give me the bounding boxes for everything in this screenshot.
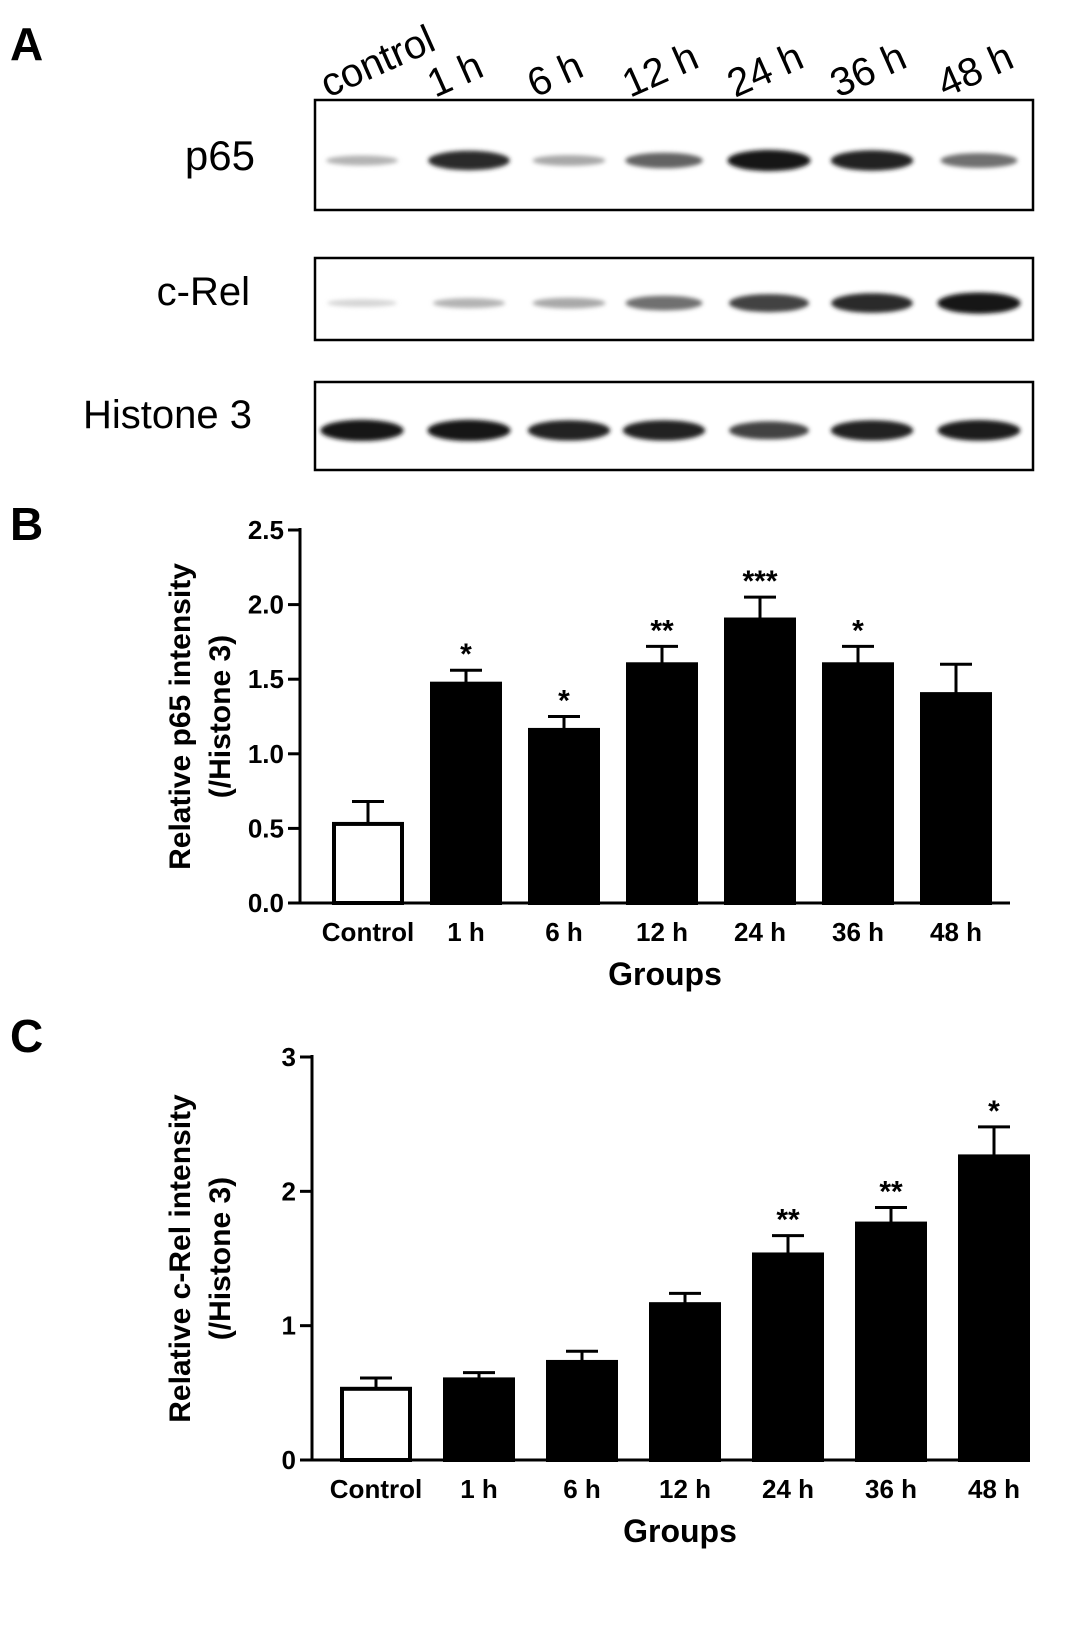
blot-band-36-h <box>830 150 914 171</box>
blot-band-24-h <box>727 149 811 172</box>
chart-p65: 0.0 0.5 1.0 1.5 2.0 2.5 Control * 1 h * 6 h ** 12 h *… <box>164 515 1010 992</box>
x-tick-label-36-h: 36 h <box>865 1474 917 1504</box>
y-axis-title: Relative c-Rel intensity <box>164 1094 197 1423</box>
bar-24-h <box>724 617 796 906</box>
blot-band-48-h <box>937 292 1021 314</box>
panel-letter-c: C <box>10 1010 43 1062</box>
blot-row-p65: p65 <box>185 98 1035 212</box>
blot-lane-label-48-h: 48 h <box>931 34 1020 106</box>
blot-lane-label-36-h: 36 h <box>824 34 913 106</box>
blot-lane-label-12-h: 12 h <box>616 34 705 106</box>
bar-6-h <box>528 727 600 905</box>
y-axis-subtitle: (/Histone 3) <box>204 635 237 798</box>
bar-12-h <box>626 662 698 906</box>
blot-row-label: c-Rel <box>157 270 250 314</box>
bar-36-h <box>855 1221 927 1463</box>
x-tick-label-36-h: 36 h <box>832 917 884 947</box>
x-tick-label-48-h: 48 h <box>968 1474 1020 1504</box>
blot-lane-label-6-h: 6 h <box>521 43 590 106</box>
blot-band-control <box>320 419 404 441</box>
blot-row-label: p65 <box>185 132 255 179</box>
x-tick-label-control: Control <box>322 917 414 947</box>
bar-control <box>340 1386 412 1463</box>
bar-12-h <box>649 1302 721 1462</box>
bar-6-h <box>546 1359 618 1462</box>
chart-c-rel: 0 1 2 3 Control 1 h 6 h 12 h ** 24 h ** 36 h * 48 h Gr… <box>164 1042 1030 1549</box>
blot-band-12-h <box>625 295 703 311</box>
blot-row-histone-3: Histone 3 <box>83 380 1035 472</box>
significance-48-h: * <box>988 1095 1000 1128</box>
blot-band-6-h <box>532 155 606 166</box>
blot-rows: p65 c-Rel Histone 3 <box>83 98 1035 472</box>
x-tick-label-24-h: 24 h <box>762 1474 814 1504</box>
blot-band-24-h <box>729 421 809 440</box>
significance-36-h: * <box>852 614 864 647</box>
significance-24-h: ** <box>776 1204 800 1237</box>
y-tick-label: 1.0 <box>248 739 284 769</box>
blot-band-6-h <box>532 297 606 309</box>
y-tick-label: 2.5 <box>248 515 284 545</box>
x-tick-label-12-h: 12 h <box>659 1474 711 1504</box>
y-tick-label: 2 <box>282 1176 296 1206</box>
blot-band-control <box>327 299 397 307</box>
y-tick-label: 0 <box>282 1445 296 1475</box>
x-tick-label-1-h: 1 h <box>460 1474 498 1504</box>
panel-letter-a: A <box>10 18 43 70</box>
significance-6-h: * <box>558 685 570 718</box>
x-tick-label-6-h: 6 h <box>563 1474 601 1504</box>
x-tick-label-24-h: 24 h <box>734 917 786 947</box>
blot-row-c-rel: c-Rel <box>157 256 1035 342</box>
blot-band-36-h <box>830 420 914 441</box>
y-axis-title: Relative p65 intensity <box>164 563 197 870</box>
significance-36-h: ** <box>879 1175 903 1208</box>
x-tick-label-6-h: 6 h <box>545 917 583 947</box>
bar-36-h <box>822 662 894 906</box>
bar-24-h <box>752 1252 824 1462</box>
blot-band-1-h <box>427 419 511 441</box>
blot-lane-label-24-h: 24 h <box>721 34 810 106</box>
bar-1-h <box>443 1377 515 1463</box>
x-axis-title: Groups <box>623 1513 737 1549</box>
blot-band-48-h <box>937 420 1021 441</box>
bar-control <box>332 821 404 906</box>
significance-1-h: * <box>460 638 472 671</box>
bar-48-h <box>920 692 992 905</box>
blot-band-1-h <box>433 298 505 309</box>
y-tick-label: 2.0 <box>248 590 284 620</box>
y-tick-label: 0.0 <box>248 888 284 918</box>
x-tick-label-48-h: 48 h <box>930 917 982 947</box>
blot-band-48-h <box>940 153 1018 168</box>
bar-1-h <box>430 681 502 906</box>
significance-12-h: ** <box>650 614 674 647</box>
x-tick-label-12-h: 12 h <box>636 917 688 947</box>
x-axis-title: Groups <box>608 956 722 992</box>
blot-lane-label-control: control <box>314 17 442 106</box>
x-tick-label-1-h: 1 h <box>447 917 485 947</box>
y-tick-label: 1 <box>282 1311 296 1341</box>
y-tick-label: 3 <box>282 1042 296 1072</box>
blot-band-12-h <box>622 420 706 441</box>
y-tick-label: 0.5 <box>248 813 284 843</box>
panel-letter-b: B <box>10 498 43 550</box>
blot-row-label: Histone 3 <box>83 393 252 437</box>
blot-band-6-h <box>527 420 611 441</box>
blot-band-12-h <box>625 152 703 169</box>
blot-band-36-h <box>831 293 913 313</box>
x-tick-label-control: Control <box>330 1474 422 1504</box>
blot-band-control <box>326 155 398 166</box>
significance-24-h: *** <box>742 565 777 598</box>
y-axis-subtitle: (/Histone 3) <box>204 1177 237 1340</box>
blot-band-1-h <box>428 150 510 171</box>
blot-band-24-h <box>729 294 809 313</box>
bar-48-h <box>958 1154 1030 1462</box>
y-tick-label: 1.5 <box>248 664 284 694</box>
